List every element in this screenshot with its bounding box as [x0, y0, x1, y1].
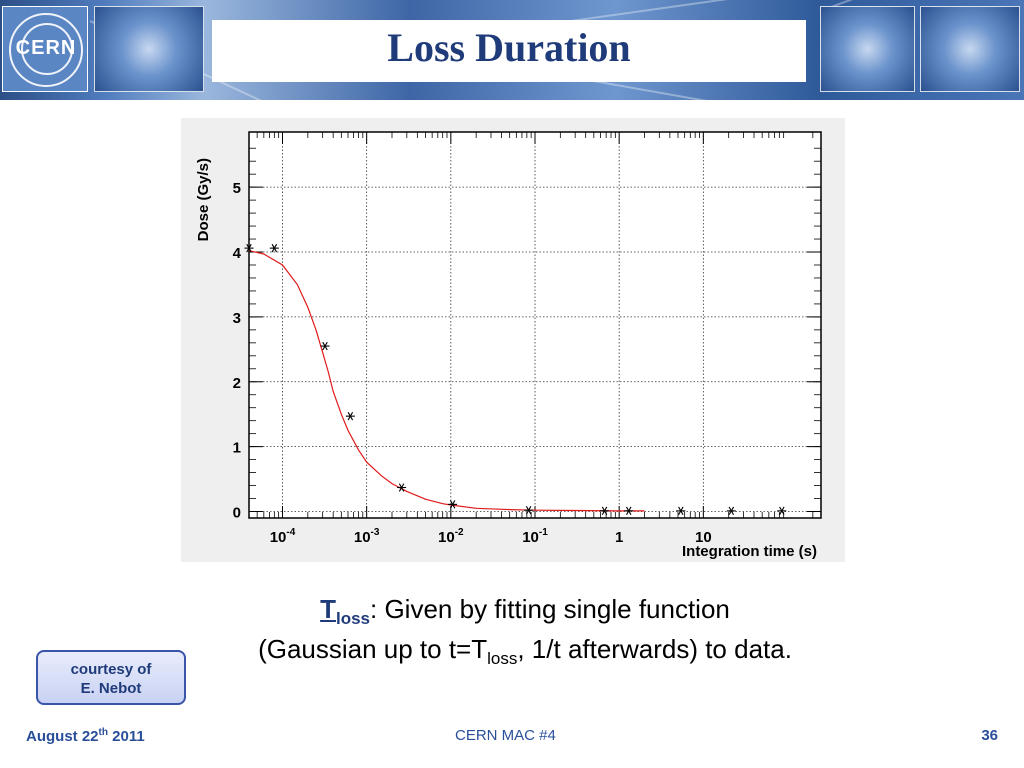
data-point-10 — [726, 506, 736, 516]
data-point-2 — [320, 341, 330, 351]
t-loss-symbol: Tloss — [320, 594, 371, 628]
data-point-4 — [397, 483, 407, 492]
data-point-11 — [777, 506, 787, 516]
y-axis-title: Dose (Gy/s) — [195, 158, 212, 241]
y-tick-label-0: 0 — [233, 505, 241, 522]
y-gridlines — [249, 186, 821, 512]
data-point-1 — [269, 243, 279, 253]
x-gridlines — [282, 132, 704, 518]
footer-date: August 22th 2011 — [26, 727, 145, 745]
header-image-1 — [94, 6, 204, 92]
x-tick-label-1: 10-3 — [354, 527, 380, 546]
data-point-0 — [244, 243, 254, 253]
header-image-2 — [820, 6, 915, 92]
y-tick-label-2: 2 — [233, 375, 241, 392]
courtesy-box: courtesy of E. Nebot — [36, 650, 186, 705]
cern-logo: CERN — [2, 6, 88, 92]
data-point-9 — [676, 506, 686, 516]
cern-logo-text: CERN — [15, 37, 77, 59]
data-point-5 — [448, 500, 458, 509]
plot-frame — [248, 131, 822, 519]
courtesy-line-1: courtesy of — [70, 661, 152, 678]
x-tick-label-0: 10-4 — [270, 527, 296, 546]
title-box — [212, 20, 806, 82]
courtesy-line-2: E. Nebot — [80, 680, 142, 697]
header-banner: CERN Loss Duration — [0, 0, 1024, 100]
x-tick-label-4: 1 — [615, 529, 623, 546]
caption-line-1: Tloss: Given by fitting single function — [320, 594, 730, 628]
y-tick-label-5: 5 — [233, 180, 241, 197]
data-point-8 — [624, 506, 634, 516]
data-point-6 — [524, 506, 534, 515]
data-point-7 — [600, 506, 610, 516]
x-axis-title: Integration time (s) — [682, 543, 817, 560]
caption-line-2: (Gaussian up to t=Tloss, 1/t afterwards)… — [258, 634, 792, 668]
dose-chart: 10-4 10-3 10-2 10-1 1 10 0 1 2 3 4 5 Integration t… — [195, 131, 822, 560]
x-tick-label-5: 10 — [695, 529, 712, 546]
header-image-3 — [920, 6, 1020, 92]
page-title: Loss Duration — [387, 25, 631, 70]
fit-curve — [248, 250, 645, 512]
x-tick-labels: 10-4 10-3 10-2 10-1 1 10 — [270, 527, 712, 546]
x-tick-label-3: 10-1 — [522, 527, 548, 546]
data-point-3 — [345, 411, 355, 421]
y-tick-label-4: 4 — [233, 245, 242, 262]
y-tick-label-3: 3 — [233, 310, 241, 327]
y-tick-label-1: 1 — [233, 440, 241, 457]
x-tick-label-2: 10-2 — [438, 527, 464, 546]
data-points — [244, 243, 787, 516]
footer-event: CERN MAC #4 — [455, 727, 556, 744]
footer-page-number: 36 — [981, 727, 998, 744]
axis-ticks — [248, 132, 821, 518]
y-tick-labels: 0 1 2 3 4 5 — [233, 180, 242, 521]
